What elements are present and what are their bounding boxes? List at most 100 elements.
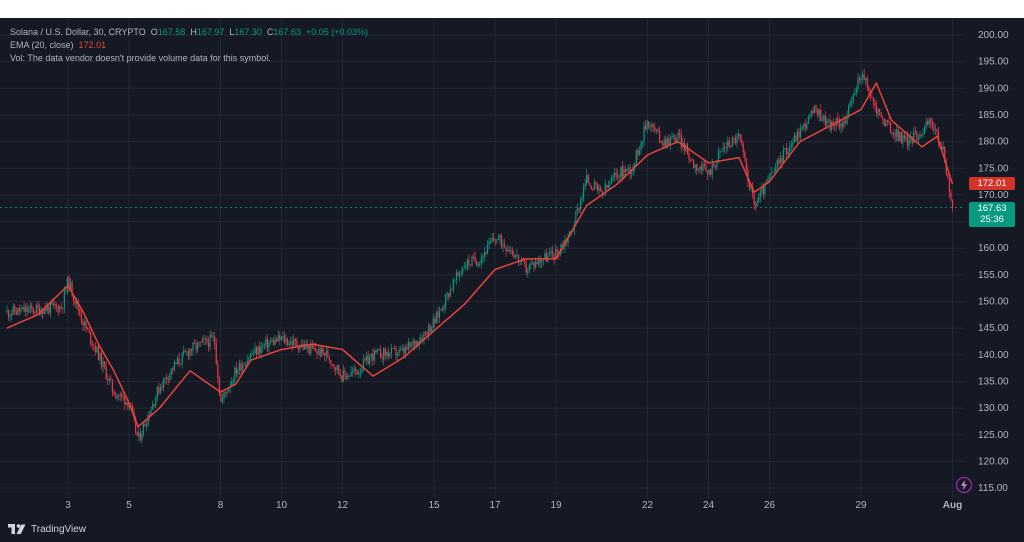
candle-body xyxy=(480,258,482,264)
legend-close-value: 167.63 xyxy=(273,27,301,37)
candle-body xyxy=(699,166,701,169)
candle-body xyxy=(576,208,578,212)
candle-body xyxy=(180,363,182,365)
candle-body xyxy=(23,306,25,312)
candle-body xyxy=(128,405,131,408)
candle-body xyxy=(366,355,368,361)
candle-body xyxy=(362,359,365,370)
candle-body xyxy=(308,345,310,354)
candle-body xyxy=(617,174,619,178)
candle-body xyxy=(635,149,637,164)
candle-body xyxy=(370,353,372,358)
x-tick-label: 29 xyxy=(855,500,867,511)
tradingview-logo[interactable]: TradingView xyxy=(8,522,86,536)
candle-body xyxy=(11,313,13,316)
candle-body xyxy=(73,295,75,301)
candle-body xyxy=(96,346,98,352)
candle-body xyxy=(193,342,196,344)
candle-body xyxy=(866,78,868,88)
x-tick-label: Aug xyxy=(943,500,962,511)
candle-body xyxy=(626,168,628,172)
candle-body xyxy=(848,105,850,116)
candle-body xyxy=(43,307,45,315)
candle-body xyxy=(438,310,441,318)
candle-body xyxy=(156,387,158,398)
y-tick-label: 145.00 xyxy=(978,323,1009,334)
y-tick-label: 120.00 xyxy=(978,456,1009,467)
candle-body xyxy=(406,347,408,350)
candle-body xyxy=(865,78,867,80)
candle-body xyxy=(336,365,338,370)
candle-body xyxy=(330,360,332,365)
candle-body xyxy=(105,367,107,379)
candle-body xyxy=(421,338,423,341)
candle-body xyxy=(325,350,327,356)
x-tick-label: 17 xyxy=(489,500,501,511)
x-tick-label: 22 xyxy=(642,500,654,511)
legend-ema-value: 172.01 xyxy=(78,40,107,50)
candle-body xyxy=(888,120,890,123)
candle-body xyxy=(863,74,865,80)
candle-body xyxy=(139,432,141,440)
candle-body xyxy=(555,249,557,260)
candle-body xyxy=(724,147,726,149)
candle-body xyxy=(474,256,476,262)
candle-body xyxy=(373,350,375,361)
candle-body xyxy=(897,129,899,142)
y-tick-label: 180.00 xyxy=(978,137,1009,148)
candle-body xyxy=(511,250,513,255)
candle-body xyxy=(545,253,547,262)
candle-body xyxy=(589,183,591,186)
candle-body xyxy=(846,115,848,124)
candle-body xyxy=(161,386,163,388)
candle-body xyxy=(42,310,44,315)
candle-body xyxy=(359,372,361,374)
candle-body xyxy=(810,110,813,115)
candle-body xyxy=(339,372,341,376)
candle-body xyxy=(668,138,670,145)
candle-body xyxy=(305,344,307,349)
candle-body xyxy=(280,337,282,340)
candle-body xyxy=(596,183,599,192)
candle-body xyxy=(623,169,625,178)
candle-body xyxy=(257,346,259,355)
candle-body xyxy=(378,349,380,351)
candle-body xyxy=(87,328,89,330)
candle-body xyxy=(417,340,419,346)
candle-body xyxy=(945,162,947,175)
candle-body xyxy=(342,370,344,381)
candle-body xyxy=(131,406,134,413)
legend-close-label: C xyxy=(266,27,274,37)
legend-ema[interactable]: EMA (20, close) 172.01 xyxy=(10,39,106,51)
candle-body xyxy=(933,125,935,130)
candle-body xyxy=(531,262,534,265)
y-tick-label: 135.00 xyxy=(978,376,1009,387)
candle-body xyxy=(637,149,639,155)
candle-body xyxy=(141,434,143,440)
candle-body xyxy=(352,371,354,372)
candle-body xyxy=(716,160,718,168)
chart-frame[interactable]: 115.00 120.00 125.00 130.00 135.00 140.00 145.… xyxy=(0,18,1024,542)
candle-body xyxy=(601,189,603,195)
candle-body xyxy=(930,118,932,124)
candle-body xyxy=(274,339,276,345)
candle-body xyxy=(806,124,808,129)
candle-body xyxy=(173,362,175,370)
candle-body xyxy=(153,404,155,406)
lightning-icon[interactable] xyxy=(955,476,973,494)
ema-series xyxy=(6,82,954,428)
candle-body xyxy=(252,353,255,355)
candle-body xyxy=(913,131,915,144)
candle-body xyxy=(615,172,617,175)
price-chart[interactable]: 115.00 120.00 125.00 130.00 135.00 140.00 145.… xyxy=(0,18,1024,542)
candle-body xyxy=(226,392,228,393)
candle-body xyxy=(827,119,830,121)
candle-body xyxy=(925,121,927,127)
legend-volume[interactable]: Vol: The data vendor doesn't provide vol… xyxy=(10,52,271,64)
candle-body xyxy=(891,132,893,134)
legend-high-label: H xyxy=(190,27,197,37)
candle-body xyxy=(201,339,203,343)
candle-body xyxy=(321,347,323,357)
y-axis: 115.00 120.00 125.00 130.00 135.00 140.00 145.… xyxy=(978,30,1009,494)
candle-body xyxy=(414,340,416,346)
